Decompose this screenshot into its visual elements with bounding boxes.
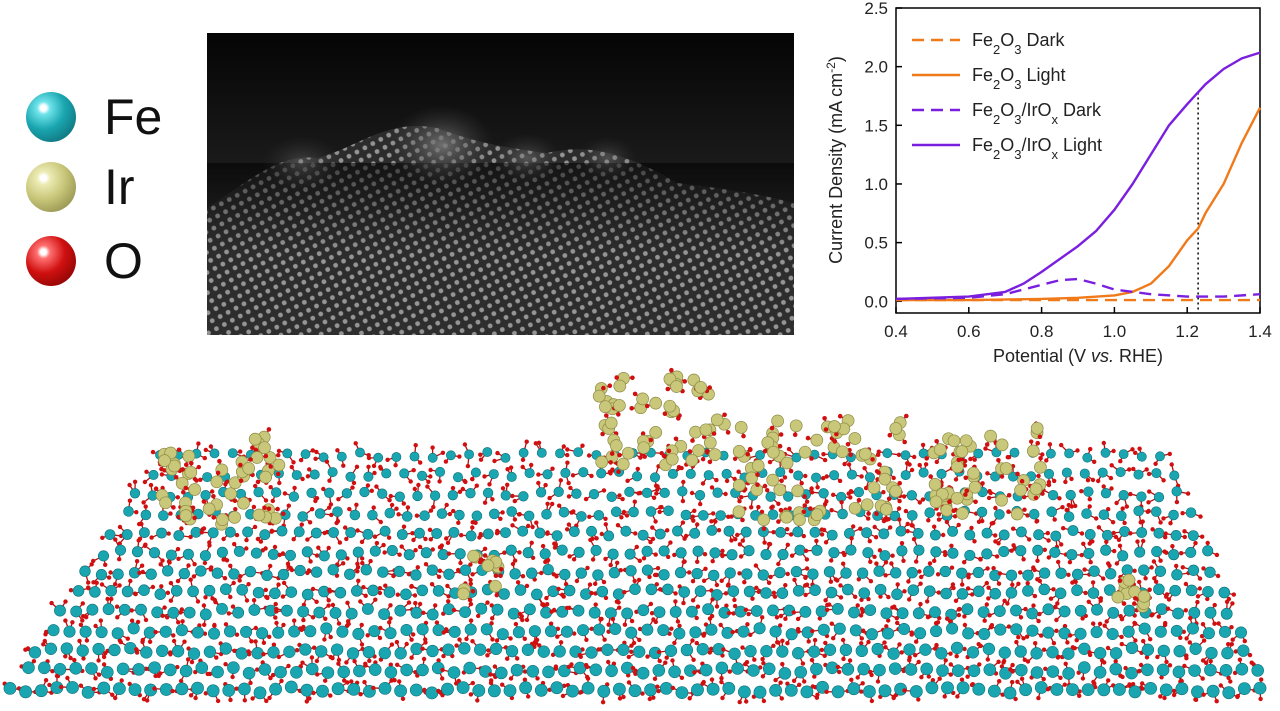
ir-ball-icon xyxy=(26,162,76,212)
y-tick-label: 1.0 xyxy=(864,175,888,194)
series-line-3 xyxy=(896,53,1260,299)
y-tick-label: 1.5 xyxy=(864,116,888,135)
stem-image-svg xyxy=(207,33,794,335)
series-line-2 xyxy=(896,279,1260,299)
x-tick-label: 0.8 xyxy=(1030,322,1054,341)
stem-micrograph xyxy=(207,33,794,335)
x-tick-label: 1.4 xyxy=(1248,322,1272,341)
y-axis-label: Current Density (mA cm-2) xyxy=(824,56,846,264)
y-tick-label: 0.5 xyxy=(864,234,888,253)
atomic-model-svg xyxy=(0,360,1280,706)
legend-label-1: Fe2O3 Light xyxy=(972,65,1066,92)
atom-label-o: O xyxy=(104,236,143,286)
x-tick-label: 0.6 xyxy=(957,322,981,341)
fe-ball-icon xyxy=(26,92,76,142)
x-axis: 0.4 0.6 0.8 1.0 1.2 1.4 xyxy=(884,307,1272,341)
x-tick-label: 1.0 xyxy=(1103,322,1127,341)
atom-label-ir: Ir xyxy=(104,162,135,212)
atom-label-fe: Fe xyxy=(104,92,162,142)
y-tick-label: 2.5 xyxy=(864,0,888,18)
current-density-chart: 0.4 0.6 0.8 1.0 1.2 1.4 0.0 0.5 1.0 1.5 2.0 2.5 Fe… xyxy=(820,0,1280,372)
x-tick-label: 0.4 xyxy=(884,322,908,341)
legend-label-2: Fe2O3/IrOx Dark xyxy=(972,100,1102,127)
atom-legend-o: O xyxy=(26,236,143,286)
plot-frame xyxy=(896,8,1260,313)
atom-legend: Fe Ir O xyxy=(0,0,200,320)
atomic-model-render xyxy=(0,360,1280,706)
model-atoms xyxy=(2,368,1266,705)
chart-legend: Fe2O3 Dark Fe2O3 Light Fe2O3/IrOx Dark Fe2O… xyxy=(912,30,1102,162)
x-tick-label: 1.2 xyxy=(1175,322,1199,341)
atom-legend-fe: Fe xyxy=(26,92,162,142)
legend-label-0: Fe2O3 Dark xyxy=(972,30,1066,57)
chart-svg: 0.4 0.6 0.8 1.0 1.2 1.4 0.0 0.5 1.0 1.5 2.0 2.5 Fe… xyxy=(820,0,1280,372)
y-tick-label: 0.0 xyxy=(864,292,888,311)
y-tick-label: 2.0 xyxy=(864,58,888,77)
atom-legend-ir: Ir xyxy=(26,162,135,212)
series-group xyxy=(896,53,1260,301)
legend-label-3: Fe2O3/IrOx Light xyxy=(972,135,1102,162)
o-ball-icon xyxy=(26,236,76,286)
